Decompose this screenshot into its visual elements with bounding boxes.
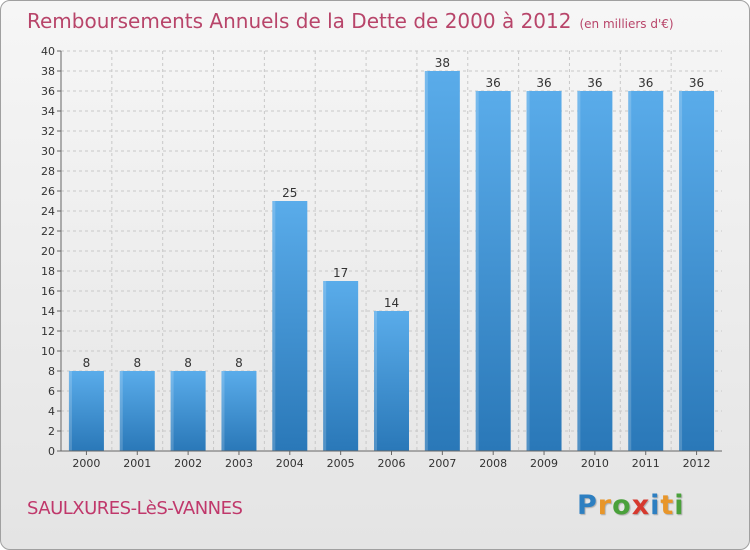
- x-tick-label: 2007: [428, 457, 456, 470]
- bar-2012: [679, 91, 715, 451]
- unit-note: (en milliers d'€): [579, 17, 674, 31]
- value-label: 17: [333, 266, 348, 280]
- y-tick-label: 4: [48, 405, 55, 418]
- bar-highlight: [475, 91, 479, 451]
- bar-2000: [68, 371, 104, 451]
- y-tick-label: 12: [41, 325, 55, 338]
- logo-letter: i: [674, 490, 685, 521]
- x-tick-label: 2000: [72, 457, 100, 470]
- x-tick-label: 2010: [581, 457, 609, 470]
- y-tick-label: 2: [48, 425, 55, 438]
- x-tick-label: 2002: [174, 457, 202, 470]
- y-tick-label: 26: [41, 185, 55, 198]
- y-tick-label: 34: [41, 105, 55, 118]
- value-label: 8: [184, 356, 192, 370]
- bar-highlight: [221, 371, 225, 451]
- bar-2001: [119, 371, 155, 451]
- logo-letter: t: [660, 490, 675, 521]
- y-tick-label: 14: [41, 305, 55, 318]
- value-label: 8: [133, 356, 141, 370]
- value-label: 8: [235, 356, 243, 370]
- bar-highlight: [272, 201, 276, 451]
- logo-letter: P: [577, 490, 598, 521]
- y-tick-label: 20: [41, 245, 55, 258]
- x-tick-label: 2012: [683, 457, 711, 470]
- bar-highlight: [424, 71, 428, 451]
- title-text: Remboursements Annuels de la Dette de 20…: [27, 9, 572, 33]
- proxiti-logo: Proxiti: [577, 490, 685, 521]
- y-tick-label: 40: [41, 45, 55, 58]
- logo-letter: x: [631, 490, 651, 521]
- x-tick-label: 2011: [632, 457, 660, 470]
- bar-2011: [628, 91, 664, 451]
- value-label: 36: [689, 76, 704, 90]
- bar-highlight: [526, 91, 530, 451]
- y-tick-label: 8: [48, 365, 55, 378]
- bar-2007: [424, 71, 460, 451]
- bar-highlight: [119, 371, 123, 451]
- bar-highlight: [628, 91, 632, 451]
- x-tick-label: 2003: [225, 457, 253, 470]
- bar-highlight: [577, 91, 581, 451]
- value-label: 8: [83, 356, 91, 370]
- x-tick-label: 2005: [327, 457, 355, 470]
- commune-name: SAULXURES-LèS-VANNES: [27, 498, 243, 519]
- bar-2002: [170, 371, 206, 451]
- x-tick-label: 2001: [123, 457, 151, 470]
- bar-2008: [475, 91, 511, 451]
- y-tick-label: 30: [41, 145, 55, 158]
- bar-highlight: [68, 371, 72, 451]
- bar-2009: [526, 91, 562, 451]
- y-tick-label: 0: [48, 445, 55, 458]
- value-label: 38: [435, 56, 450, 70]
- value-label: 36: [638, 76, 653, 90]
- y-tick-label: 36: [41, 85, 55, 98]
- bar-2004: [272, 201, 308, 451]
- bar-2003: [221, 371, 257, 451]
- logo-letter: i: [650, 490, 661, 521]
- value-label: 36: [587, 76, 602, 90]
- x-tick-label: 2006: [378, 457, 406, 470]
- x-tick-label: 2004: [276, 457, 304, 470]
- value-label: 25: [282, 186, 297, 200]
- bar-2010: [577, 91, 613, 451]
- bar-highlight: [374, 311, 377, 451]
- chart-title: Remboursements Annuels de la Dette de 20…: [27, 9, 674, 33]
- value-label: 36: [536, 76, 551, 90]
- bar-highlight: [679, 91, 683, 451]
- logo-letter: r: [597, 490, 613, 521]
- y-tick-label: 18: [41, 265, 55, 278]
- y-tick-label: 10: [41, 345, 55, 358]
- bar-2005: [323, 281, 359, 451]
- value-label: 14: [384, 296, 399, 310]
- y-tick-label: 24: [41, 205, 55, 218]
- y-tick-label: 6: [48, 385, 55, 398]
- y-tick-label: 32: [41, 125, 55, 138]
- bar-highlight: [323, 281, 327, 451]
- y-tick-label: 22: [41, 225, 55, 238]
- bar-2006: [374, 311, 409, 451]
- x-tick-label: 2009: [530, 457, 558, 470]
- logo-letter: o: [612, 490, 632, 521]
- y-tick-label: 16: [41, 285, 55, 298]
- y-tick-label: 28: [41, 165, 55, 178]
- bar-highlight: [170, 371, 174, 451]
- x-tick-label: 2008: [479, 457, 507, 470]
- value-label: 36: [486, 76, 501, 90]
- y-tick-label: 38: [41, 65, 55, 78]
